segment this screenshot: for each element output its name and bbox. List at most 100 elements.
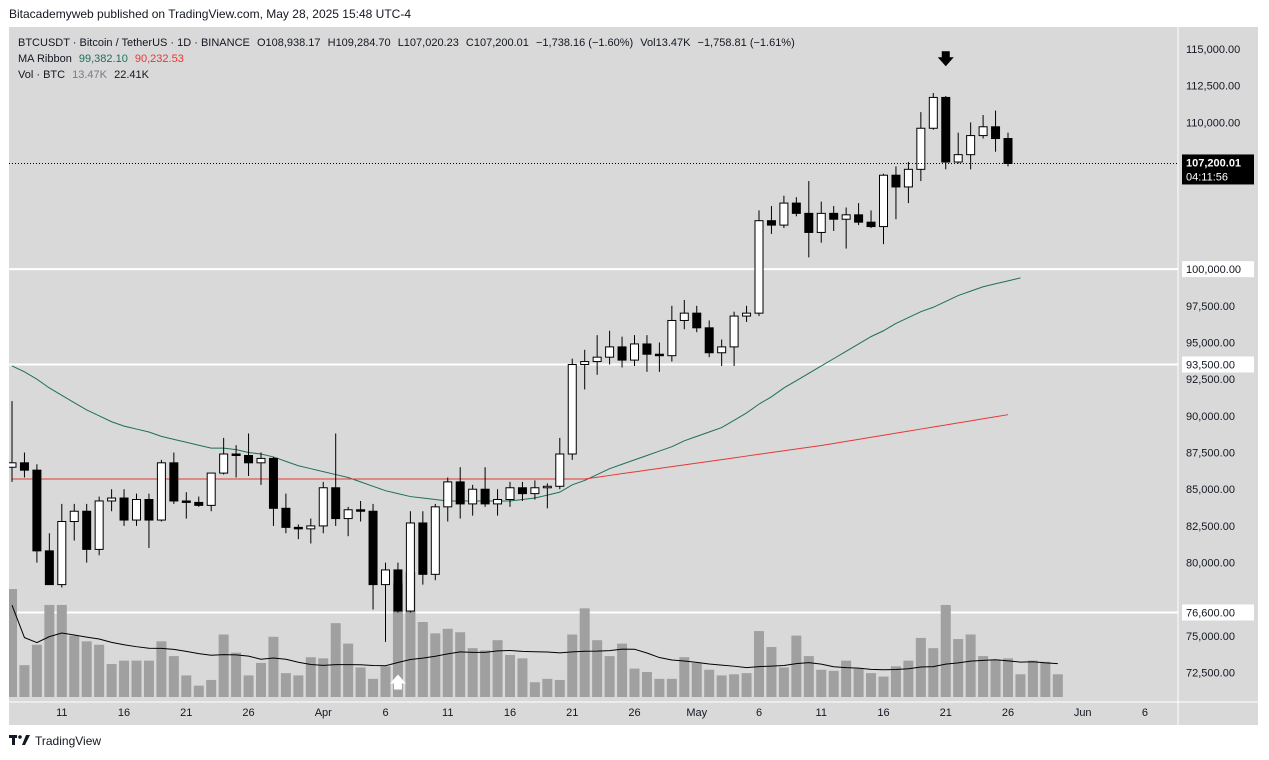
- volume-bar: [119, 660, 130, 697]
- candle-up: [132, 499, 141, 521]
- candle-down: [704, 327, 714, 354]
- candle-up: [580, 361, 590, 365]
- candle-down: [356, 509, 366, 512]
- volume-bar: [1015, 674, 1026, 697]
- candle-down: [119, 497, 129, 521]
- volume-bar: [94, 644, 105, 697]
- candle-down: [791, 202, 801, 214]
- candle-up: [916, 127, 926, 170]
- x-tick-label: Apr: [315, 707, 332, 719]
- volume-bar: [31, 644, 42, 697]
- y-tick-label: 112,500.00: [1186, 81, 1240, 93]
- volume-bar: [990, 659, 1001, 697]
- volume-bar: [617, 643, 628, 697]
- candle-up: [779, 202, 789, 226]
- ma-ribbon-row[interactable]: MA Ribbon 99,382.10 90,232.53: [18, 51, 795, 67]
- candle-down: [1003, 138, 1013, 164]
- candle-down: [991, 126, 1001, 140]
- x-tick-label: 6: [382, 707, 388, 719]
- candle-up: [107, 497, 117, 502]
- volume-bar: [1040, 661, 1051, 697]
- volume-bar: [778, 667, 789, 697]
- footer-brand[interactable]: TradingView: [9, 734, 101, 748]
- volume-bar: [517, 658, 528, 697]
- candle-up: [729, 315, 739, 348]
- candle-up: [219, 453, 229, 474]
- volume-bar: [181, 675, 192, 697]
- volume-bar: [853, 668, 864, 697]
- sell-signal-arrow-icon: [937, 51, 954, 67]
- candle-up: [156, 462, 166, 521]
- x-tick-label: Jun: [1074, 707, 1092, 719]
- candle-down: [32, 469, 42, 552]
- candle-down: [418, 522, 428, 575]
- volume-bar: [766, 647, 777, 697]
- price-chart[interactable]: 115,000.00112,500.00110,000.00107,000.00…: [9, 27, 1258, 725]
- symbol-label[interactable]: BTCUSDT · Bitcoin / TetherUS · 1D · BINA…: [18, 37, 250, 49]
- volume-bar: [19, 665, 30, 697]
- y-tick-label: 93,500.00: [1186, 360, 1235, 372]
- candle-up: [567, 364, 577, 455]
- volume-bar: [1003, 658, 1013, 697]
- volume-bar: [256, 662, 266, 697]
- y-tick-label: 72,500.00: [1186, 668, 1235, 680]
- candle-down: [331, 487, 341, 520]
- close-value: C107,200.01: [465, 37, 529, 49]
- candle-up: [505, 487, 515, 500]
- y-tick-label: 110,000.00: [1186, 117, 1240, 129]
- volume-bar: [392, 583, 403, 697]
- volume-bar: [654, 678, 665, 697]
- volume-bar: [480, 650, 491, 697]
- volume-bar: [243, 675, 254, 697]
- y-tick-label: 97,500.00: [1186, 301, 1235, 313]
- y-tick-label: 85,000.00: [1186, 484, 1235, 496]
- chart-area[interactable]: 115,000.00112,500.00110,000.00107,000.00…: [9, 27, 1258, 725]
- volume-bar: [592, 640, 603, 697]
- volume-bar: [965, 634, 976, 697]
- level-label-bg: [1182, 604, 1254, 621]
- x-tick-label: May: [686, 707, 707, 719]
- candle-down: [144, 499, 154, 521]
- candle-down: [866, 221, 876, 228]
- x-tick-label: 6: [1142, 707, 1148, 719]
- candle-down: [766, 220, 776, 226]
- volume-bar: [505, 654, 515, 697]
- chart-legend: BTCUSDT · Bitcoin / TetherUS · 1D · BINA…: [18, 35, 795, 83]
- candle-up: [742, 312, 752, 317]
- volume-bar: [231, 652, 242, 697]
- candle-down: [194, 501, 204, 506]
- volume-bar: [716, 675, 727, 697]
- tradingview-brand: TradingView: [35, 734, 102, 748]
- volume-bar: [529, 682, 540, 697]
- volume-row[interactable]: Vol · BTC 13.47K 22.41K: [18, 67, 795, 83]
- volume-bar: [1027, 660, 1038, 697]
- volume-bar: [56, 604, 67, 697]
- volume-bar: [280, 673, 291, 697]
- volume-bar: [878, 676, 889, 697]
- volume-bar: [803, 656, 814, 697]
- y-tick-label: 92,500.00: [1186, 374, 1235, 386]
- volume-bar: [791, 635, 802, 697]
- y-tick-label: 80,000.00: [1186, 558, 1235, 570]
- ma-ribbon-label: MA Ribbon: [18, 53, 72, 65]
- candle-up: [816, 212, 826, 233]
- candle-up: [9, 462, 17, 468]
- volume-bar: [218, 634, 229, 697]
- x-tick-label: 21: [566, 707, 578, 719]
- candle-up: [605, 346, 615, 358]
- candle-up: [381, 569, 390, 586]
- volume-bar: [69, 635, 80, 697]
- volume-bar: [206, 679, 217, 697]
- candle-up: [630, 343, 639, 361]
- volume-bar: [442, 628, 453, 697]
- volume-bar: [841, 660, 852, 697]
- ma-green-line: [11, 277, 1021, 502]
- volume-label: Vol · BTC: [18, 69, 66, 81]
- volume-bar: [554, 679, 565, 697]
- x-tick-label: 16: [877, 707, 889, 719]
- volume-bar: [542, 678, 553, 697]
- candle-down: [231, 453, 241, 456]
- x-tick-label: 6: [756, 707, 762, 719]
- volume-value: Vol13.47K: [640, 37, 691, 49]
- y-tick-label: 75,000.00: [1186, 631, 1235, 643]
